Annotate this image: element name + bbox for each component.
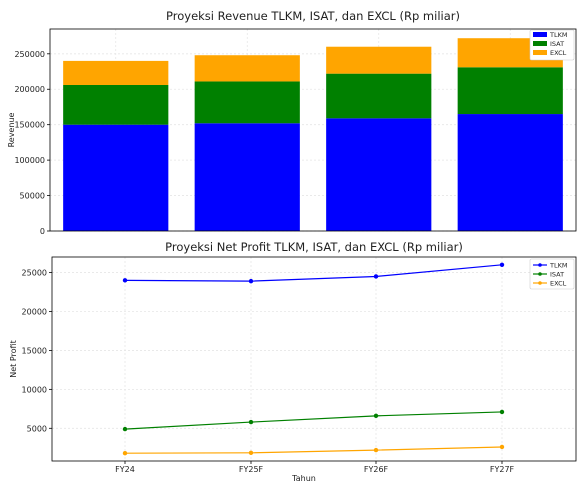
revenue-bar-isat-fy25f <box>194 81 300 124</box>
profit-point-excl-fy25f <box>248 450 254 456</box>
revenue-legend-swatch-excl <box>533 50 547 55</box>
profit-ytick-label: 10000 <box>22 385 47 394</box>
revenue-ytick-label: 0 <box>40 227 45 236</box>
revenue-legend-swatch-tlkm <box>533 32 547 37</box>
profit-point-tlkm-fy25f <box>248 278 254 284</box>
profit-line-excl <box>124 446 503 454</box>
revenue-ytick-label: 250000 <box>14 50 45 59</box>
profit-legend-label-excl: EXCL <box>550 280 567 288</box>
revenue-bar-isat-fy26f <box>326 73 432 119</box>
profit-point-isat-fy24 <box>122 426 128 432</box>
profit-xtick-label: FY25F <box>239 465 264 474</box>
profit-legend-marker-excl <box>538 281 542 285</box>
revenue-ytick-label: 200000 <box>14 85 45 94</box>
profit-plot-frame <box>51 256 577 462</box>
profit-ytick-label: 15000 <box>22 346 47 355</box>
revenue-plot-frame <box>49 28 577 232</box>
profit-ytick-label: 25000 <box>22 269 47 278</box>
revenue-bar-excl-fy26f <box>326 46 432 74</box>
revenue-ytick-label: 100000 <box>14 156 45 165</box>
revenue-bar-tlkm-fy27f <box>457 114 563 231</box>
profit-xtick-label: FY26F <box>364 465 389 474</box>
revenue-legend-label-tlkm: TLKM <box>549 31 567 39</box>
revenue-chart-title: Proyeksi Revenue TLKM, ISAT, dan EXCL (R… <box>166 9 460 23</box>
revenue-bar-isat-fy27f <box>457 67 563 115</box>
profit-xtick-label: FY24 <box>115 465 135 474</box>
profit-point-excl-fy26f <box>373 447 379 453</box>
profit-point-tlkm-fy24 <box>122 278 128 283</box>
profit-legend-marker-tlkm <box>538 263 542 267</box>
profit-point-isat-fy27f <box>499 409 505 415</box>
revenue-bar-isat-fy24 <box>63 84 169 125</box>
profit-legend-label-isat: ISAT <box>550 271 564 279</box>
revenue-y-axis-label: Revenue <box>7 113 16 148</box>
revenue-ytick-label: 150000 <box>14 121 45 130</box>
profit-point-tlkm-fy26f <box>373 274 379 279</box>
profit-point-excl-fy24 <box>122 451 128 456</box>
revenue-legend-label-excl: EXCL <box>550 49 567 57</box>
revenue-bar-excl-fy25f <box>194 55 300 82</box>
revenue-legend-label-isat: ISAT <box>550 40 564 48</box>
profit-legend-marker-isat <box>538 272 542 276</box>
revenue-bar-tlkm-fy25f <box>194 123 300 231</box>
profit-legend-box <box>529 258 575 290</box>
profit-y-axis-label: Net Profit <box>9 340 18 377</box>
profit-x-axis-label: Tahun <box>291 474 316 483</box>
revenue-ytick-label: 50000 <box>20 192 45 201</box>
profit-point-isat-fy26f <box>373 413 379 419</box>
profit-chart-title: Proyeksi Net Profit TLKM, ISAT, dan EXCL… <box>165 240 463 254</box>
revenue-bar-excl-fy24 <box>63 60 169 85</box>
profit-point-excl-fy27f <box>499 444 505 450</box>
revenue-bar-tlkm-fy26f <box>326 118 432 231</box>
profit-legend-label-tlkm: TLKM <box>549 262 567 270</box>
profit-line-tlkm <box>124 264 503 282</box>
profit-point-isat-fy25f <box>248 419 254 425</box>
revenue-bar-tlkm-fy24 <box>63 124 169 231</box>
profit-line-isat <box>124 411 503 430</box>
profit-ytick-label: 20000 <box>22 308 47 317</box>
profit-ytick-label: 5000 <box>27 424 47 433</box>
profit-xtick-label: FY27F <box>490 465 515 474</box>
revenue-legend-swatch-isat <box>533 41 547 46</box>
profit-point-tlkm-fy27f <box>499 262 505 267</box>
